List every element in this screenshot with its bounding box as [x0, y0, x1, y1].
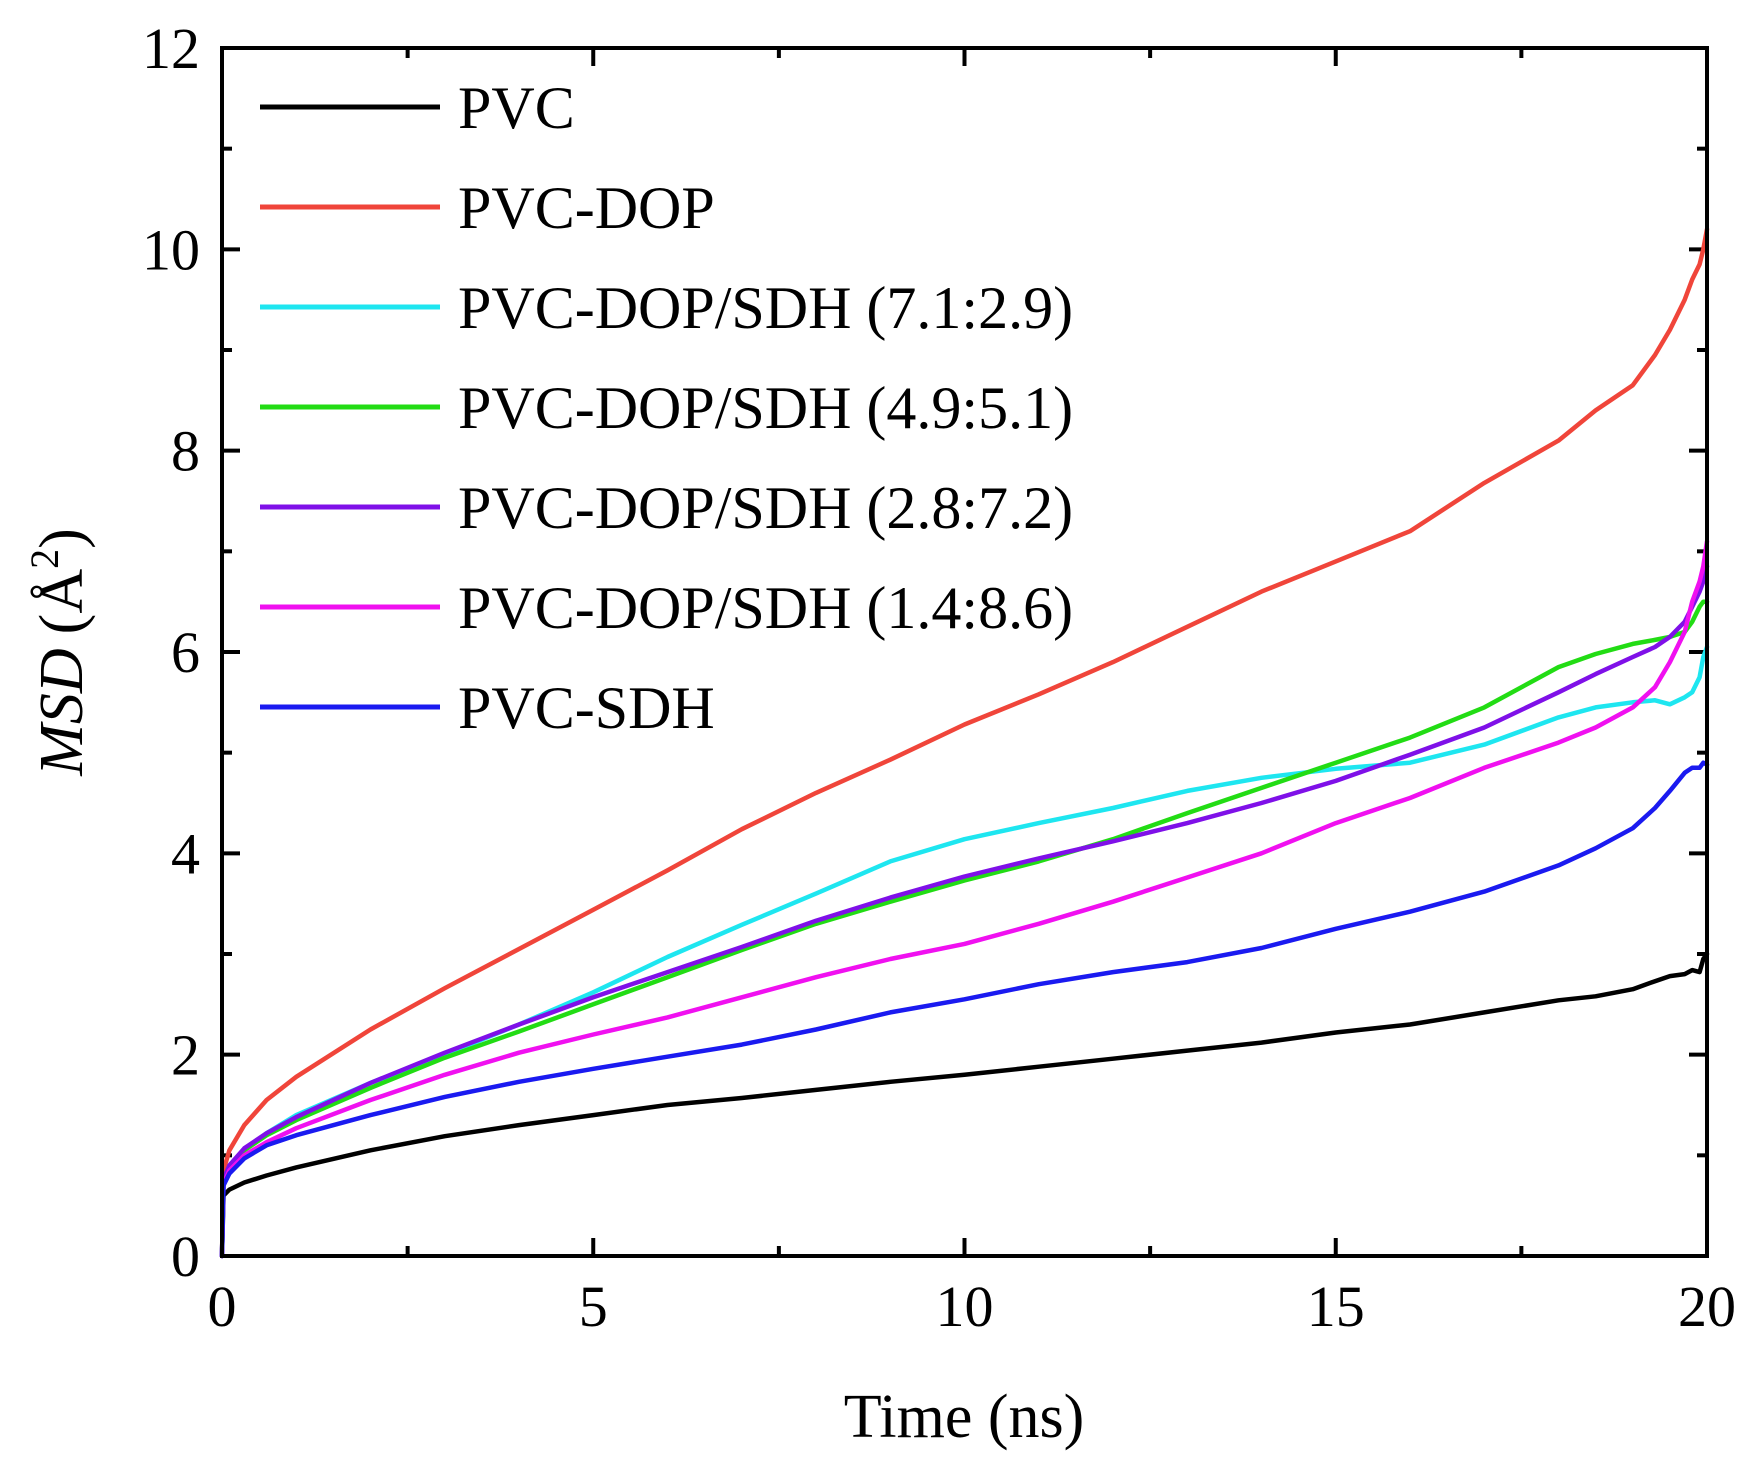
y-tick-label: 4 [171, 821, 200, 886]
x-axis-label: Time (ns) [844, 1383, 1085, 1451]
series-line-2 [219, 226, 1710, 1259]
y-axis-label-italic: MSD [28, 648, 96, 776]
legend-label-4: PVC-DOP/SDH (4.9:5.1) [458, 375, 1073, 441]
series-line-7 [219, 760, 1710, 1259]
y-axis-label-unit: (Å [28, 569, 96, 635]
y-tick-label: 6 [171, 620, 200, 685]
series-line-1 [219, 951, 1710, 1259]
y-tick-label: 2 [171, 1023, 200, 1088]
y-axis-label: MSD (Å2) [22, 528, 96, 777]
legend-label-7: PVC-SDH [458, 675, 715, 741]
legend-label-5: PVC-DOP/SDH (2.8:7.2) [458, 475, 1073, 541]
legend-label-6: PVC-DOP/SDH (1.4:8.6) [458, 575, 1073, 641]
x-tick-label: 5 [579, 1274, 608, 1339]
series-lines [219, 226, 1710, 1259]
legend-label-2: PVC-DOP [458, 175, 715, 241]
plot-frame [220, 46, 1709, 1258]
y-tick-label: 12 [142, 16, 200, 81]
legend: PVC PVC-DOP PVC-DOP/SDH (7.1:2.9) PVC-DOP/S… [260, 75, 1073, 741]
series-line-6 [219, 539, 1710, 1259]
y-tick-label: 0 [171, 1224, 200, 1289]
legend-label-1: PVC [458, 75, 575, 141]
series-line-5 [219, 564, 1710, 1259]
x-tick-label: 10 [936, 1274, 994, 1339]
x-tick-label: 0 [208, 1274, 237, 1339]
series-line-3 [219, 644, 1710, 1259]
y-tick-label: 10 [142, 217, 200, 282]
legend-label-3: PVC-DOP/SDH (7.1:2.9) [458, 275, 1073, 341]
y-axis-label-superscript: 2 [22, 549, 67, 569]
y-axis-label-close: ) [28, 528, 96, 549]
x-tick-label: 20 [1678, 1274, 1736, 1339]
series-line-4 [219, 599, 1710, 1259]
x-tick-label: 15 [1307, 1274, 1365, 1339]
tick-labels: 0 5 10 15 20 0 2 4 6 8 10 12 [142, 16, 1736, 1339]
y-tick-label: 8 [171, 419, 200, 484]
